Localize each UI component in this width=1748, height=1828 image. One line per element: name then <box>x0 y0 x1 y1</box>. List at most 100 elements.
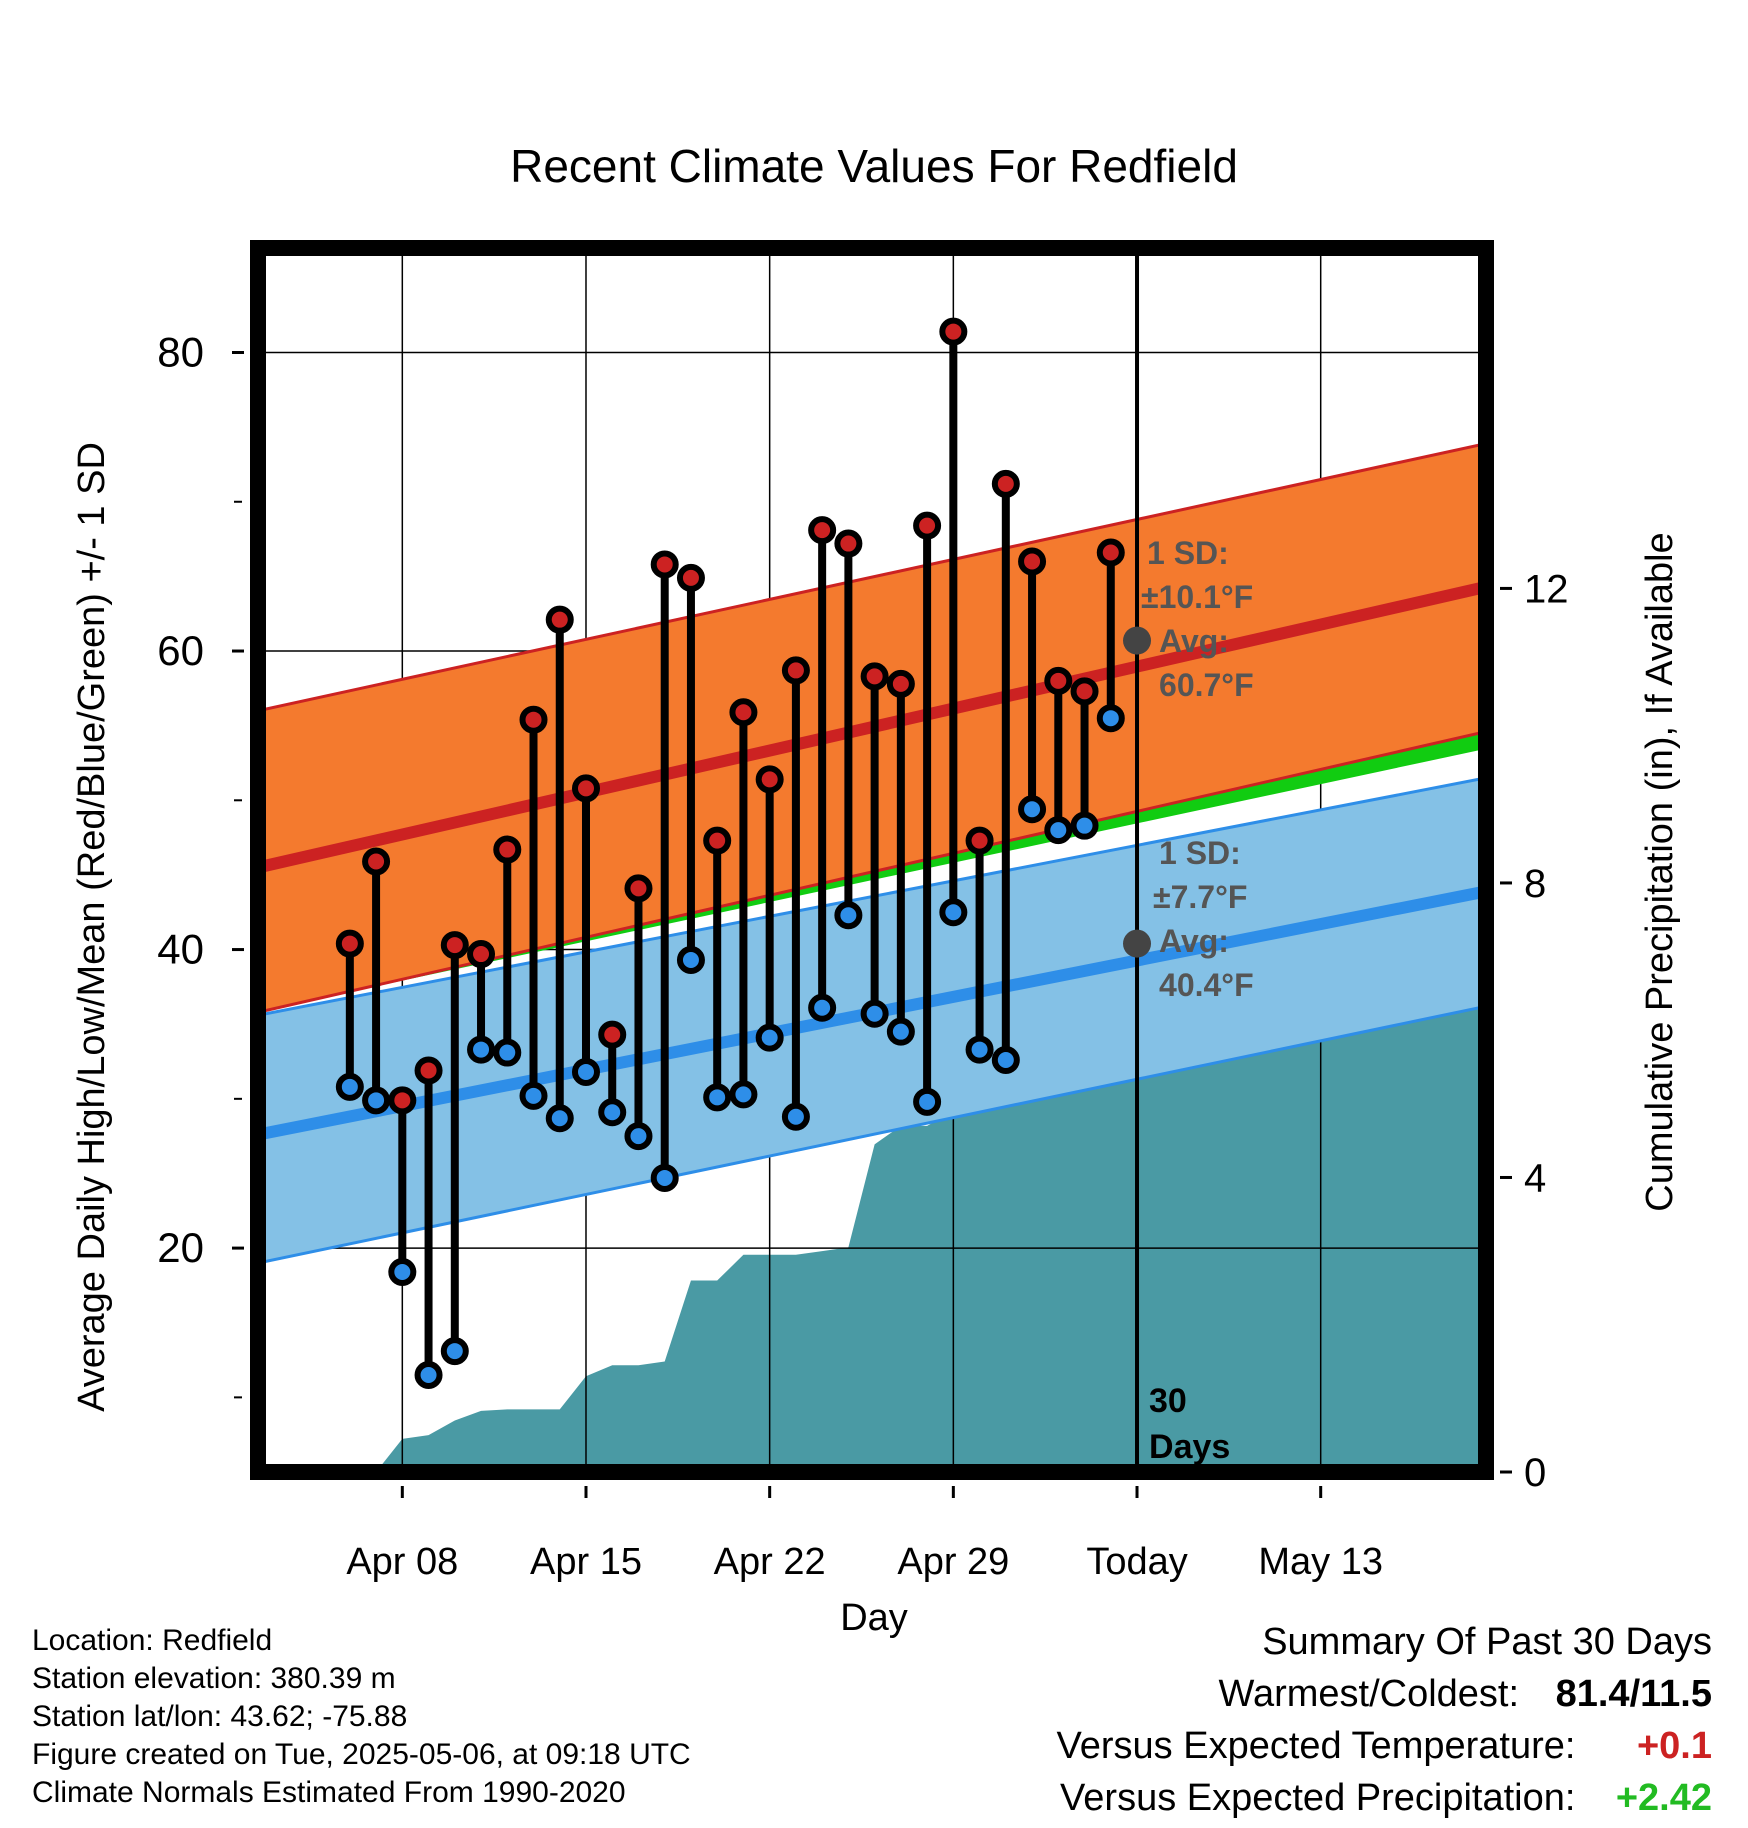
daily-low-point <box>1096 704 1125 733</box>
daily-high-point <box>939 317 968 346</box>
daily-high-point <box>1044 666 1073 695</box>
daily-low-point <box>362 1086 391 1115</box>
daily-low-point <box>808 993 837 1022</box>
y2-tick-label: 0 <box>1524 1451 1546 1495</box>
daily-low-point <box>440 1337 469 1366</box>
daily-high-point <box>676 563 705 592</box>
daily-high-point <box>598 1020 627 1049</box>
x-tick-label: Apr 29 <box>897 1541 1009 1583</box>
daily-low-point <box>676 946 705 975</box>
plot-frame <box>250 240 1494 1480</box>
daily-high-point <box>624 874 653 903</box>
daily-high-point <box>913 511 942 540</box>
daily-high-point <box>519 705 548 734</box>
daily-low-point <box>886 1017 915 1046</box>
daily-low-point <box>755 1023 784 1052</box>
y2-tick-label: 12 <box>1524 567 1569 611</box>
normals-text: Climate Normals Estimated From 1990-2020 <box>32 1776 626 1809</box>
summary-warmest-row: Warmest/Coldest: 81.4/11.5 <box>1057 1668 1712 1720</box>
summary-panel: Summary Of Past 30 Days Warmest/Coldest:… <box>1057 1616 1712 1824</box>
precip-value: +2.42 <box>1615 1777 1712 1819</box>
x-tick-label: Today <box>1086 1541 1187 1583</box>
daily-high-point <box>965 826 994 855</box>
daily-low-point <box>860 999 889 1028</box>
daily-high-point <box>650 550 679 579</box>
high-sd-label: 1 SD: <box>1147 535 1229 571</box>
y-tick-label: 80 <box>157 328 204 375</box>
daily-low-point <box>781 1102 810 1131</box>
temp-value: +0.1 <box>1636 1725 1712 1767</box>
daily-low-point <box>1018 795 1047 824</box>
y2-axis-label: Cumulative Precipitation (in), If Availa… <box>1639 532 1681 1211</box>
summary-precip-row: Versus Expected Precipitation: +2.42 <box>1057 1772 1712 1824</box>
location-text: Location: Redfield <box>32 1624 273 1657</box>
low-sd-label: 1 SD: <box>1159 835 1241 871</box>
x-tick-label: May 13 <box>1258 1541 1383 1583</box>
daily-low-point <box>571 1057 600 1086</box>
daily-high-point <box>571 774 600 803</box>
low-avg-value: 40.4°F <box>1159 967 1254 1003</box>
low-sd-value: ±7.7°F <box>1153 879 1247 915</box>
summary-temp-row: Versus Expected Temperature: +0.1 <box>1057 1720 1712 1772</box>
high-avg-label: Avg: <box>1159 623 1229 659</box>
daily-high-point <box>886 669 915 698</box>
high-avg-value: 60.7°F <box>1159 667 1254 703</box>
y-tick-label: 60 <box>157 627 204 674</box>
daily-high-point <box>860 662 889 691</box>
low-sd-lower-line <box>258 1004 1486 1265</box>
daily-low-point <box>939 898 968 927</box>
daily-high-point <box>362 847 391 876</box>
daily-high-point <box>729 698 758 727</box>
daily-high-point <box>808 516 837 545</box>
chart-title: Recent Climate Values For Redfield <box>510 140 1238 192</box>
daily-low-point <box>493 1038 522 1067</box>
daily-low-point <box>834 901 863 930</box>
station-info: Location: Redfield Station elevation: 38… <box>32 1622 691 1812</box>
x-tick-label: Apr 08 <box>346 1541 458 1583</box>
precipitation-area <box>323 963 1486 1472</box>
low-avg-label: Avg: <box>1159 923 1229 959</box>
daily-high-point <box>493 835 522 864</box>
warmest-value: 81.4/11.5 <box>1555 1673 1712 1715</box>
plot-area: 1 SD: ±10.1°F Avg: 60.7°F 1 SD: ±7.7°F Avg: 40.… <box>157 240 1569 1583</box>
y-axis-label: Average Daily High/Low/Mean (Red/Blue/Gr… <box>71 442 113 1412</box>
high-sd-value: ±10.1°F <box>1141 579 1253 615</box>
daily-low-point <box>1070 811 1099 840</box>
daily-high-point <box>467 940 496 969</box>
high-sd-upper-line <box>258 442 1486 713</box>
daily-high-point <box>388 1086 417 1115</box>
daily-low-point <box>729 1080 758 1109</box>
plot-clip-group <box>258 248 1486 1472</box>
daily-high-point <box>781 656 810 685</box>
daily-low-point <box>913 1087 942 1116</box>
precip-label: Versus Expected Precipitation: <box>1060 1777 1576 1819</box>
daily-high-point <box>335 929 364 958</box>
daily-low-point <box>624 1122 653 1151</box>
daily-low-point <box>1044 816 1073 845</box>
warmest-label: Warmest/Coldest: <box>1218 1673 1520 1715</box>
created-text: Figure created on Tue, 2025-05-06, at 09… <box>32 1738 691 1771</box>
daily-high-point <box>414 1056 443 1085</box>
x-axis-label: Day <box>840 1597 908 1639</box>
x-tick-label: Apr 22 <box>714 1541 826 1583</box>
daily-high-point <box>1018 547 1047 576</box>
daily-low-point <box>388 1257 417 1286</box>
daily-low-point <box>650 1163 679 1192</box>
daily-high-point <box>834 529 863 558</box>
latlon-text: Station lat/lon: 43.62; -75.88 <box>32 1700 408 1733</box>
summary-title: Summary Of Past 30 Days <box>1262 1621 1712 1663</box>
daily-high-point <box>1096 538 1125 567</box>
daily-low-point <box>414 1360 443 1389</box>
daily-low-point <box>467 1035 496 1064</box>
daily-low-point <box>965 1035 994 1064</box>
daily-low-point <box>598 1098 627 1127</box>
elevation-text: Station elevation: 380.39 m <box>32 1662 396 1695</box>
daily-high-point <box>440 931 469 960</box>
daily-high-point <box>991 469 1020 498</box>
daily-high-point <box>703 826 732 855</box>
daily-low-point <box>991 1046 1020 1075</box>
daily-high-point <box>755 765 784 794</box>
x-tick-label: Apr 15 <box>530 1541 642 1583</box>
y-tick-label: 20 <box>157 1224 204 1271</box>
